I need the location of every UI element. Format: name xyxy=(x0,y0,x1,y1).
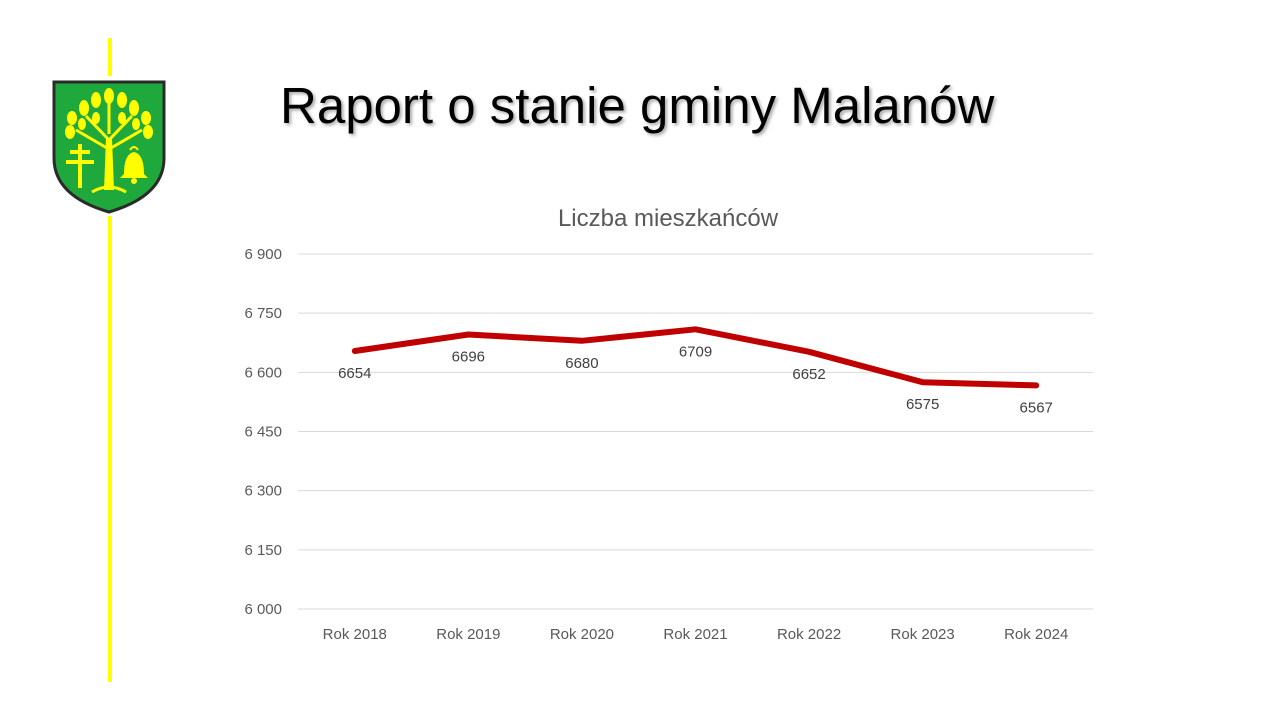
chart-title: Liczba mieszkańców xyxy=(558,205,779,232)
y-tick-label: 6 600 xyxy=(244,364,282,381)
slide-title: Raport o stanie gminy Malanów xyxy=(280,77,995,134)
data-label: 6652 xyxy=(792,366,825,383)
x-tick-label: Rok 2021 xyxy=(663,626,727,643)
y-tick-label: 6 750 xyxy=(244,305,282,322)
x-tick-label: Rok 2024 xyxy=(1004,626,1068,643)
series-line xyxy=(351,326,1040,389)
accent-line-top xyxy=(108,38,112,76)
data-label: 6575 xyxy=(906,396,939,413)
chart-gridlines xyxy=(298,253,1093,610)
data-label: 6654 xyxy=(338,365,371,382)
x-tick-label: Rok 2019 xyxy=(436,626,500,643)
data-label: 6696 xyxy=(452,348,485,365)
x-tick-label: Rok 2020 xyxy=(550,626,614,643)
y-tick-label: 6 150 xyxy=(244,542,282,559)
data-label: 6709 xyxy=(679,343,712,360)
chart-data-labels: 6654 6696 6680 6709 6652 6575 6567 xyxy=(338,343,1053,416)
y-tick-label: 6 300 xyxy=(244,483,282,500)
data-label: 6680 xyxy=(565,355,598,372)
y-tick-label: 6 900 xyxy=(244,246,282,263)
x-tick-label: Rok 2023 xyxy=(891,626,955,643)
x-axis-tick-labels: Rok 2018 Rok 2019 Rok 2020 Rok 2021 Rok 2022… xyxy=(323,626,1069,643)
accent-line-bottom xyxy=(108,216,112,682)
chart-series xyxy=(351,326,1040,389)
y-axis-tick-labels: 6 000 6 150 6 300 6 450 6 600 6 750 6 900 xyxy=(244,246,282,618)
y-tick-label: 6 450 xyxy=(244,424,282,441)
x-tick-label: Rok 2018 xyxy=(323,626,387,643)
coat-of-arms-icon xyxy=(52,80,166,214)
data-label: 6567 xyxy=(1020,399,1053,416)
x-tick-label: Rok 2022 xyxy=(777,626,841,643)
y-tick-label: 6 000 xyxy=(244,601,282,618)
